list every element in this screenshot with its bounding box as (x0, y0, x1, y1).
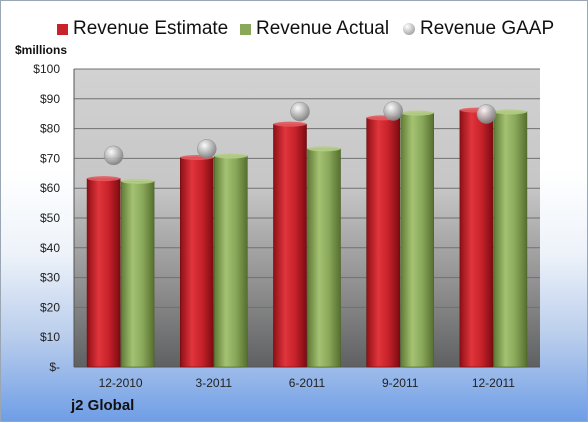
legend-item-actual: Revenue Actual (240, 17, 389, 41)
x-tick-label: 12-2011 (472, 376, 515, 390)
bar-estimate (180, 157, 214, 368)
gray-sphere-icon (403, 23, 415, 35)
bar-estimate (459, 109, 494, 368)
legend-item-estimate: Revenue Estimate (57, 17, 228, 41)
bar-actual-cap (214, 153, 248, 159)
bar-actual (400, 112, 435, 368)
bar-estimate-cap (87, 176, 121, 182)
legend-label: Revenue Estimate (73, 18, 229, 39)
x-tick-label: 6-2011 (289, 376, 326, 390)
y-tick-label: $60 (40, 181, 60, 195)
bar-actual (493, 111, 528, 368)
red-square-icon (57, 23, 68, 35)
y-tick-label: $70 (40, 151, 60, 165)
legend-label: Revenue GAAP (420, 18, 555, 39)
gaap-marker (103, 145, 124, 166)
bar-estimate (273, 123, 307, 368)
bar-estimate (86, 178, 121, 368)
y-tick-label: $30 (40, 271, 60, 285)
legend: Revenue Estimate Revenue Actual Revenue … (1, 17, 588, 41)
gaap-marker (476, 104, 497, 124)
y-tick-label: $90 (40, 92, 60, 106)
gaap-marker (290, 101, 310, 122)
bar-actual-cap (307, 146, 341, 152)
x-tick-label: 12-2010 (99, 376, 143, 390)
y-tick-label: $100 (33, 62, 60, 76)
bar-estimate (366, 117, 401, 368)
company-name: j2 Global (71, 397, 135, 414)
y-tick-label: $10 (40, 330, 60, 344)
legend-item-gaap: Revenue GAAP (403, 17, 554, 41)
x-tick-label: 9-2011 (382, 376, 419, 390)
y-tick-label: $50 (40, 211, 60, 225)
y-tick-label: $80 (40, 122, 60, 136)
units-label: $millions (15, 43, 68, 57)
bar-actual (214, 155, 248, 368)
legend-label: Revenue Actual (256, 18, 390, 39)
gaap-marker (383, 101, 403, 121)
x-tick-label: 3-2011 (196, 376, 233, 390)
green-square-icon (240, 23, 251, 35)
gaap-marker (197, 139, 217, 159)
bar-actual-cap (400, 110, 434, 116)
y-tick-label: $- (49, 360, 60, 374)
y-tick-label: $40 (40, 241, 60, 255)
bar-actual-cap (121, 178, 155, 184)
y-tick-label: $20 (40, 300, 60, 314)
bar-actual (307, 148, 341, 368)
bar-actual-cap (493, 109, 527, 115)
bar-estimate-cap (273, 121, 307, 127)
bar-actual (120, 181, 155, 368)
